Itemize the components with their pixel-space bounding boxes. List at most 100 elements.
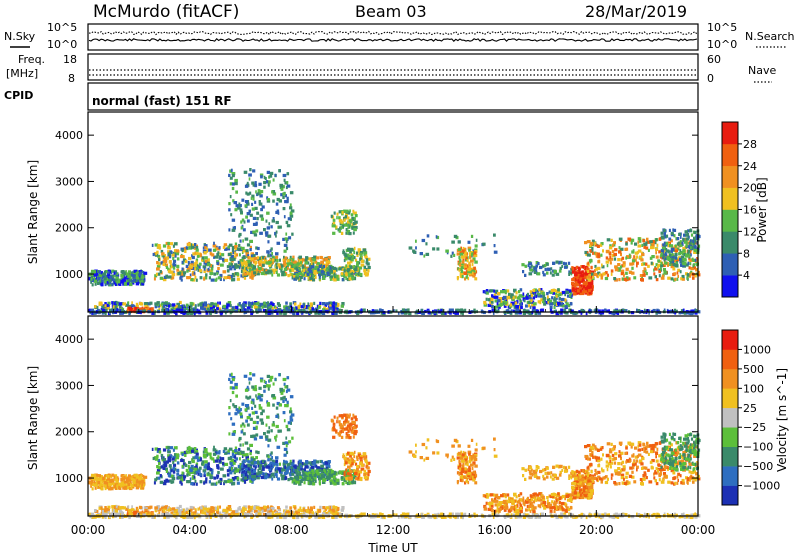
power-echo — [136, 274, 139, 278]
power-echo — [290, 217, 292, 221]
power-echo — [587, 285, 590, 289]
velocity-echo — [268, 509, 272, 513]
power-echo — [264, 257, 267, 261]
power-echo — [276, 259, 279, 263]
power-echo — [663, 228, 666, 232]
power-echo — [167, 246, 171, 250]
power-echo — [636, 308, 638, 312]
power-echo — [344, 257, 348, 261]
power-echo — [261, 263, 265, 267]
power-echo — [462, 258, 465, 262]
power-echo — [349, 265, 353, 269]
power-echo — [175, 308, 180, 312]
velocity-echo — [185, 510, 188, 514]
power-echo — [93, 311, 97, 315]
velocity-echo — [112, 509, 115, 513]
velocity-echo — [113, 475, 116, 479]
velocity-echo — [127, 474, 131, 478]
power-echo — [304, 271, 307, 275]
power-echo — [318, 277, 321, 281]
power-echo — [203, 267, 206, 271]
power-echo — [243, 272, 247, 276]
power-echo — [266, 211, 270, 215]
power-echo — [356, 260, 359, 265]
velocity-echo — [97, 474, 99, 478]
power-echo — [243, 170, 248, 174]
power-echo — [112, 305, 115, 309]
power-echo — [489, 301, 491, 305]
power-echo — [283, 311, 287, 316]
power-echo — [425, 252, 430, 256]
power-echo — [594, 264, 597, 269]
velocity-echo — [276, 506, 280, 510]
velocity-echo — [222, 508, 226, 512]
power-echo — [182, 258, 186, 262]
power-echo — [348, 273, 353, 277]
power-echo — [127, 278, 130, 282]
power-echo — [460, 269, 464, 274]
velocity-echo — [235, 509, 239, 513]
power-echo — [229, 195, 232, 199]
power-echo — [408, 246, 413, 250]
power-echo — [587, 275, 591, 279]
power-echo — [103, 277, 107, 281]
power-echo — [292, 260, 297, 264]
power-echo — [485, 297, 488, 301]
power-echo — [421, 238, 426, 243]
power-echo — [586, 251, 589, 255]
velocity-echo — [266, 507, 271, 511]
velocity-echo — [189, 469, 193, 473]
power-echo — [181, 267, 184, 271]
power-echo — [300, 261, 302, 265]
power-echo — [623, 277, 627, 281]
power-echo — [498, 303, 502, 307]
power-echo — [241, 305, 245, 309]
power-echo — [358, 269, 361, 273]
power-echo — [620, 265, 623, 269]
power-echo — [443, 311, 447, 315]
power-echo — [395, 309, 398, 313]
power-echo — [122, 302, 127, 306]
velocity-echo — [130, 485, 135, 489]
power-echo — [228, 228, 231, 232]
power-echo — [278, 308, 281, 313]
power-echo — [561, 302, 563, 306]
velocity-echo — [104, 474, 107, 478]
power-echo — [668, 237, 672, 241]
power-echo — [367, 265, 371, 270]
power-echo — [283, 178, 286, 182]
power-echo — [270, 303, 275, 307]
power-echo — [318, 270, 322, 274]
power-echo — [165, 308, 168, 312]
power-echo — [123, 272, 126, 276]
power-echo — [291, 306, 294, 310]
power-echo — [459, 263, 462, 267]
power-echo — [201, 258, 205, 262]
velocity-echo — [128, 510, 132, 514]
power-echo — [156, 301, 160, 305]
power-echo — [358, 261, 361, 265]
power-echo — [169, 270, 174, 274]
power-echo — [286, 263, 290, 267]
power-echo — [464, 277, 467, 281]
power-echo — [397, 311, 400, 315]
velocity-echo — [193, 475, 196, 479]
power-echo — [677, 247, 680, 251]
power-echo — [688, 242, 692, 246]
velocity-echo — [102, 509, 104, 514]
power-echo — [186, 276, 189, 280]
power-echo — [150, 308, 153, 312]
power-echo — [256, 217, 259, 221]
power-echo — [354, 268, 358, 272]
power-echo — [308, 264, 312, 268]
power-echo — [667, 250, 671, 254]
power-echo — [692, 263, 696, 267]
power-echo — [547, 300, 551, 304]
power-echo — [373, 311, 375, 315]
velocity-echo — [103, 476, 107, 481]
velocity-echo — [176, 506, 180, 510]
power-echo — [685, 311, 689, 315]
power-echo — [680, 259, 684, 263]
power-echo — [175, 249, 180, 253]
power-colorbar-swatch — [722, 165, 738, 188]
